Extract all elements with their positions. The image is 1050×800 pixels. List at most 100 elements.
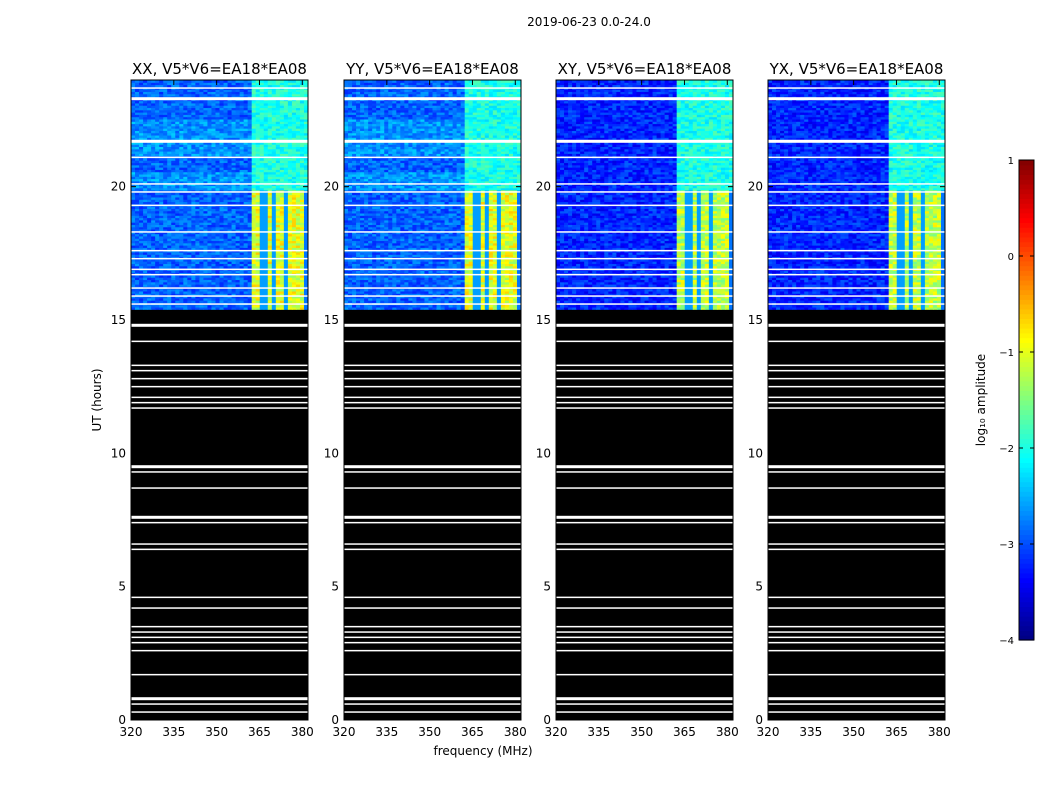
heatmap-cell (215, 171, 220, 175)
heatmap-cell (255, 100, 261, 104)
heatmap-cell (239, 100, 245, 104)
heatmap-cell (271, 187, 277, 191)
heatmap-cell (199, 118, 204, 122)
heatmap-cell (147, 254, 152, 258)
heatmap-cell (219, 201, 225, 205)
heatmap-cell (207, 157, 212, 161)
heatmap-cell (183, 121, 188, 125)
heatmap-cell (159, 164, 164, 168)
heatmap-cell (400, 307, 405, 310)
heatmap-cell (420, 307, 425, 310)
heatmap-cell (303, 279, 308, 283)
heatmap-cell (275, 293, 281, 297)
heatmap-cell (211, 288, 216, 292)
heatmap-cell (267, 274, 273, 278)
flagged-row (131, 156, 308, 159)
heatmap-cell (271, 206, 277, 209)
heatmap-cell (203, 112, 208, 115)
heatmap-cell (171, 174, 176, 177)
heatmap-cell (203, 254, 208, 258)
heatmap-cell (380, 304, 385, 308)
heatmap-cell (143, 171, 148, 175)
heatmap-cell (223, 128, 229, 131)
heatmap-cell (295, 194, 301, 198)
heatmap-cell (255, 116, 261, 120)
heatmap-cell (408, 307, 413, 310)
heatmap-cell (243, 162, 249, 166)
x-tick-label: 380 (291, 725, 314, 739)
heatmap-cell (211, 201, 216, 205)
heatmap-cell (303, 206, 308, 209)
heatmap-cell (436, 293, 442, 297)
heatmap-cell (259, 137, 265, 141)
heatmap-cell (227, 82, 233, 86)
heatmap-cell (191, 215, 196, 219)
heatmap-cell (283, 112, 289, 115)
heatmap-cell (251, 187, 257, 191)
heatmap-cell (263, 107, 269, 111)
heatmap-cell (267, 290, 273, 294)
heatmap-cell (231, 116, 237, 120)
heatmap-cell (195, 116, 200, 120)
heatmap-cell (287, 252, 293, 255)
heatmap-cell (247, 176, 253, 180)
heatmap-cell (203, 164, 208, 168)
heatmap-cell (155, 82, 160, 86)
heatmap-cell (299, 235, 305, 239)
heatmap-cell (247, 153, 253, 157)
heatmap-cell (271, 174, 277, 177)
heatmap-cell (179, 201, 184, 205)
heatmap-cell (251, 297, 257, 301)
heatmap-cell (299, 245, 305, 248)
heatmap-cell (291, 109, 297, 113)
heatmap-cell (135, 247, 140, 251)
heatmap-cell (287, 242, 293, 246)
heatmap-cell (223, 171, 229, 175)
heatmap-cell (143, 116, 148, 120)
heatmap-cell (287, 116, 293, 120)
heatmap-cell (267, 91, 273, 95)
heatmap-cell (175, 109, 180, 113)
heatmap-cell (147, 263, 152, 267)
heatmap-cell (191, 100, 196, 104)
heatmap-cell (227, 123, 233, 127)
heatmap-cell (468, 290, 474, 294)
flagged-row (131, 607, 308, 609)
heatmap-cell (203, 82, 208, 86)
heatmap-cell (163, 180, 168, 184)
heatmap-cell (131, 293, 136, 297)
heatmap-cell (267, 240, 273, 244)
heatmap-cell (171, 290, 176, 294)
heatmap-cell (183, 293, 188, 297)
heatmap-cell (239, 245, 245, 248)
heatmap-cell (295, 102, 301, 106)
heatmap-cell (247, 84, 253, 88)
heatmap-cell (167, 128, 172, 131)
heatmap-cell (211, 148, 216, 152)
heatmap-cell (303, 102, 308, 106)
heatmap-cell (299, 219, 305, 223)
heatmap-cell (227, 235, 233, 239)
heatmap-cell (195, 118, 200, 122)
heatmap-cell (231, 93, 237, 97)
heatmap-cell (131, 201, 136, 205)
heatmap-cell (147, 307, 152, 310)
heatmap-cell (247, 171, 253, 175)
heatmap-cell (163, 93, 168, 97)
heatmap-cell (267, 281, 273, 285)
heatmap-cell (167, 89, 172, 92)
heatmap-cell (380, 293, 385, 297)
heatmap-cell (147, 192, 152, 196)
heatmap-cell (223, 93, 229, 97)
heatmap-cell (215, 178, 220, 182)
heatmap-cell (231, 135, 237, 138)
heatmap-cell (291, 229, 297, 232)
heatmap-cell (243, 100, 249, 104)
heatmap-cell (147, 229, 152, 232)
heatmap-cell (131, 238, 136, 242)
heatmap-cell (203, 185, 208, 189)
heatmap-cell (283, 82, 289, 86)
heatmap-cell (235, 284, 241, 287)
heatmap-cell (303, 208, 308, 212)
heatmap-cell (151, 263, 156, 267)
